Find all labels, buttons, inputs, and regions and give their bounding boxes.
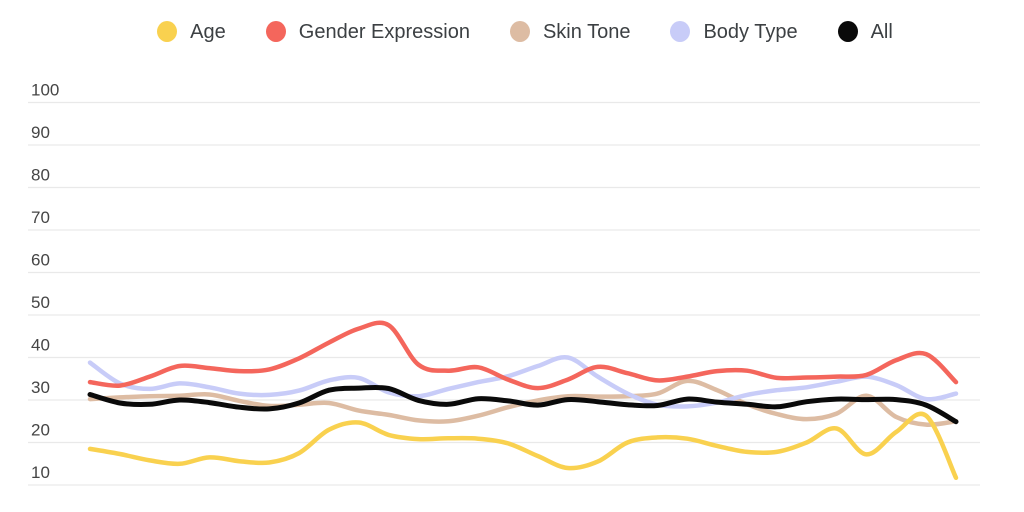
legend-item-age[interactable]: Age (157, 21, 226, 42)
y-axis-label-60: 60 (31, 251, 50, 270)
legend-item-body-type[interactable]: Body Type (670, 20, 798, 43)
all-swatch-icon (837, 21, 858, 42)
legend-item-gender-expression[interactable]: Gender Expression (265, 20, 470, 43)
series-line-all (87, 384, 959, 425)
skin-tone-swatch-icon (509, 21, 530, 42)
y-axis-label-70: 70 (31, 208, 50, 227)
age-swatch-icon (157, 21, 178, 42)
y-axis-label-50: 50 (31, 293, 50, 312)
legend-label-all: All (870, 20, 893, 43)
y-axis-label-10: 10 (31, 463, 50, 482)
legend-label-skin-tone: Skin Tone (542, 20, 631, 43)
legend-item-all[interactable]: All (837, 20, 893, 43)
y-axis-label-90: 90 (31, 123, 50, 142)
series-line-age (87, 411, 959, 481)
y-axis-label-40: 40 (31, 336, 50, 355)
series-line-body-type (87, 354, 959, 409)
legend-item-skin-tone[interactable]: Skin Tone (509, 20, 631, 43)
y-axis-label-80: 80 (31, 166, 50, 185)
legend-label-gender-expression: Gender Expression (298, 20, 470, 43)
y-axis-label-100: 100 (31, 81, 59, 100)
gender-expression-swatch-icon (265, 21, 286, 42)
legend-label-age: Age (190, 20, 226, 43)
legend-label-body-type: Body Type (703, 20, 798, 43)
y-axis-label-20: 20 (31, 421, 50, 440)
body-type-swatch-icon (670, 21, 691, 42)
legend: Age Gender Expression Skin Tone Body Type Al… (13, 21, 1024, 42)
series-line-gender-expression (87, 320, 959, 391)
y-axis-label-30: 30 (31, 378, 50, 397)
